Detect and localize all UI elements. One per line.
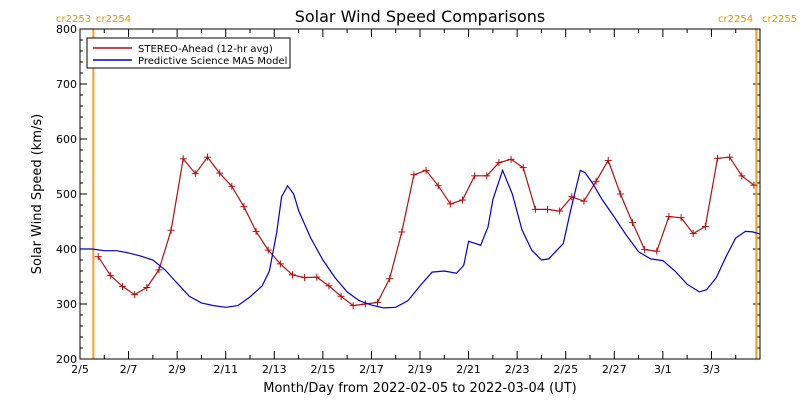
x-tick-label: 3/3 [703, 363, 721, 376]
data-point [167, 226, 175, 234]
data-point [204, 153, 211, 161]
series-line-0 [97, 156, 755, 307]
data-point [665, 213, 673, 221]
data-point [507, 155, 515, 163]
y-tick-label: 800 [56, 23, 77, 36]
data-point [252, 227, 260, 235]
data-point [119, 282, 126, 290]
data-point [434, 182, 442, 190]
data-point [495, 159, 503, 167]
data-point [556, 207, 564, 215]
data-point [641, 246, 649, 254]
x-tick-label: 2/15 [311, 363, 336, 376]
y-tick-label: 400 [56, 243, 77, 256]
carrington-label: cr2254 [96, 14, 131, 25]
data-point [653, 247, 661, 255]
x-tick-label: 3/1 [654, 363, 672, 376]
legend-box [86, 37, 291, 69]
carrington-label: cr2253 [56, 14, 91, 25]
data-point [714, 154, 721, 162]
data-point [228, 182, 236, 190]
y-tick-label: 200 [56, 353, 77, 366]
data-point [483, 172, 491, 180]
data-point [155, 266, 163, 274]
carrington-labels: cr2253 cr2254 cr2254 cr2255 [56, 14, 797, 25]
data-point [276, 260, 284, 268]
data-point [422, 166, 430, 174]
x-tick-label: 2/27 [602, 363, 627, 376]
x-tick-label: 2/11 [213, 363, 238, 376]
data-point [531, 205, 539, 213]
carrington-label: cr2254 [718, 14, 753, 25]
data-point [750, 181, 758, 189]
y-axis-label: Solar Wind Speed (km/s) [30, 114, 45, 274]
data-point [519, 164, 527, 172]
data-point [471, 172, 479, 180]
series-line-1 [80, 168, 761, 309]
data-point [410, 171, 418, 179]
x-tick-label: 2/13 [262, 363, 287, 376]
data-point [592, 177, 600, 185]
x-axis-label: Month/Day from 2022-02-05 to 2022-03-04 … [263, 381, 576, 396]
data-point [689, 230, 697, 238]
data-point [349, 302, 357, 310]
data-point [143, 284, 151, 291]
data-point [240, 203, 248, 211]
data-point [616, 190, 624, 198]
x-tick-label: 2/9 [168, 363, 186, 376]
carrington-lines [92, 29, 758, 359]
data-point [374, 298, 381, 306]
legend-entry: Predictive Science MAS Model [138, 56, 287, 67]
x-tick-label: 2/21 [456, 363, 481, 376]
data-point [301, 274, 309, 282]
data-point [179, 155, 187, 163]
x-tick-label: 2/7 [120, 363, 138, 376]
x-tick-label: 2/23 [505, 363, 530, 376]
x-tick-label: 2/19 [408, 363, 433, 376]
data-point [398, 228, 406, 236]
plot-frame [79, 28, 761, 360]
data-point [629, 219, 636, 227]
x-tick-label: 2/25 [553, 363, 578, 376]
data-point [580, 197, 588, 205]
data-point [701, 222, 709, 230]
data-point [131, 291, 139, 299]
x-tick-label: 2/17 [359, 363, 384, 376]
data-point [604, 156, 612, 164]
data-point [726, 153, 734, 161]
carrington-label: cr2255 [762, 14, 797, 25]
y-tick-label: 600 [56, 133, 77, 146]
data-point [325, 282, 333, 290]
legend: STEREO-Ahead (12-hr avg)Predictive Scien… [86, 37, 291, 69]
data-point [289, 271, 296, 279]
data-point [313, 273, 321, 281]
data-point [459, 196, 466, 204]
legend-entry: STEREO-Ahead (12-hr avg) [138, 44, 273, 55]
data-point [446, 200, 454, 208]
ticks-layer: 200 300 400 500 600 700 800 2/5 2/7 2/9 2/11 2/13 2/… [56, 23, 761, 376]
series-layer [80, 153, 761, 310]
data-point [94, 253, 102, 261]
chart-title: Solar Wind Speed Comparisons [295, 7, 546, 26]
x-tick-label: 2/5 [71, 363, 89, 376]
data-point [738, 172, 746, 180]
data-point [106, 271, 114, 279]
data-point [677, 214, 685, 222]
data-point [191, 170, 199, 178]
data-point [337, 292, 345, 300]
y-tick-label: 700 [56, 78, 77, 91]
y-tick-label: 300 [56, 298, 77, 311]
data-point [386, 275, 394, 283]
data-point [216, 169, 224, 177]
data-point [264, 246, 272, 254]
data-point [544, 205, 551, 213]
y-tick-label: 500 [56, 188, 77, 201]
